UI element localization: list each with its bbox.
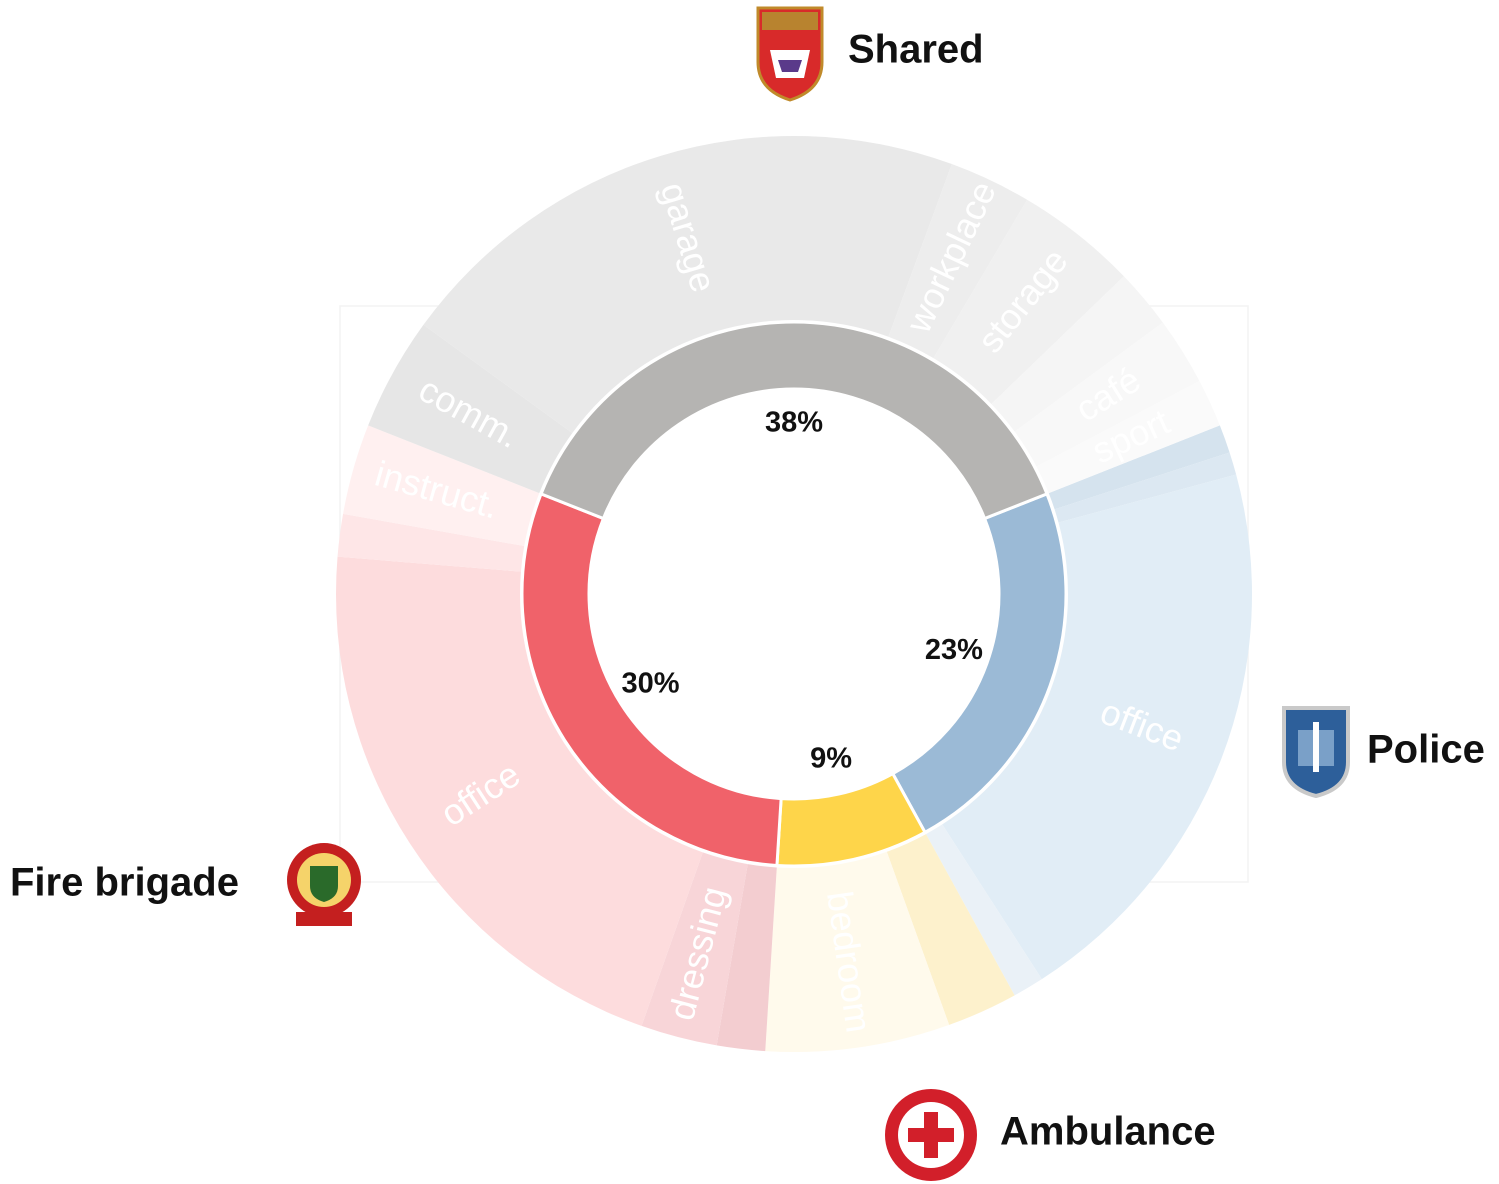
outer-ring: [336, 136, 1253, 1052]
sub-arc: [1048, 425, 1230, 510]
sub-arc: [991, 276, 1163, 432]
police-logo: [1282, 706, 1350, 799]
ambulance-logo: [885, 1089, 977, 1181]
group-label: Shared: [848, 28, 984, 72]
group-arc: [539, 320, 1049, 521]
sub-arc: [1054, 452, 1237, 523]
sub-arc: [933, 199, 1124, 404]
sub-arc: [1014, 322, 1200, 467]
percent-label: 38%: [765, 407, 823, 439]
sub-arc: [765, 851, 950, 1052]
percent-label: 9%: [810, 743, 852, 775]
fire-logo: [287, 843, 361, 926]
sub-arc: [716, 864, 777, 1052]
percent-label: 23%: [925, 634, 983, 666]
inner-ring: [520, 320, 1068, 868]
sub-arc: [1036, 380, 1220, 494]
percent-label: 30%: [621, 668, 679, 700]
sub-arc: [336, 556, 703, 1026]
sub-arc: [888, 164, 1028, 359]
sub-arc: [343, 425, 540, 547]
group-label: Police: [1367, 728, 1485, 772]
sub-arc: [886, 834, 1015, 1025]
shared-logo: [756, 6, 824, 102]
sub-arc: [423, 136, 952, 433]
sub-arc: [926, 824, 1042, 996]
group-label: Fire brigade: [10, 861, 239, 905]
sub-arc: [942, 474, 1253, 980]
sub-arc: [641, 852, 748, 1046]
sub-arc: [337, 513, 525, 572]
sub-arc: [368, 324, 573, 494]
rings: 23%office9%bedroom30%dressingofficeinstr…: [336, 136, 1253, 1052]
group-label: Ambulance: [1000, 1110, 1216, 1154]
group-arc: [520, 491, 783, 868]
